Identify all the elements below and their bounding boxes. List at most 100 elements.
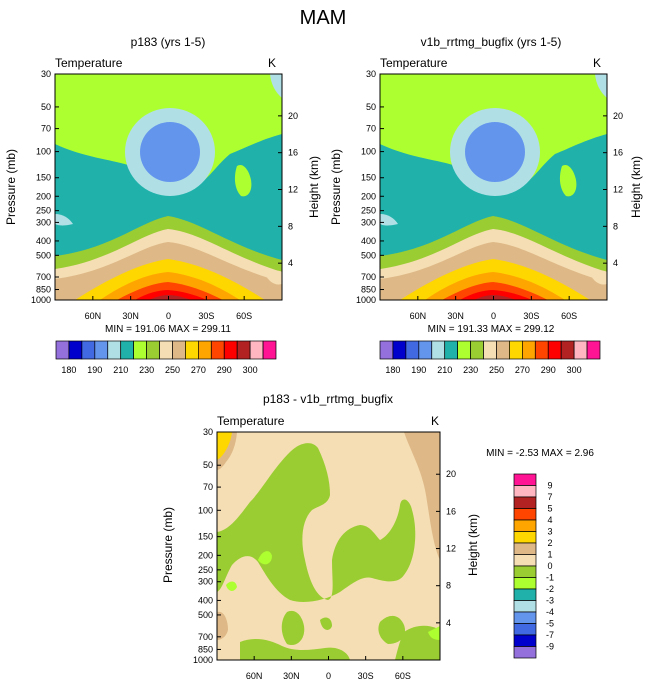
panel-1: p183 (yrs 1-5) Temperature K 30 50 70 100 15… bbox=[4, 35, 321, 375]
panel-3-contour-field bbox=[217, 432, 440, 660]
colorbar-label: 190 bbox=[87, 365, 102, 375]
panel-3-ylabel-right: Height (km) bbox=[466, 514, 480, 576]
colorbar-swatch bbox=[133, 340, 147, 360]
panel-3-title: p183 - v1b_rrtmg_bugfix bbox=[263, 392, 393, 406]
height-tick-label: 4 bbox=[613, 258, 618, 268]
pressure-tick-label: 850 bbox=[36, 285, 51, 295]
colorbar-label: 210 bbox=[113, 365, 128, 375]
pressure-tick-label: 1000 bbox=[356, 295, 376, 305]
panel-1-min-max: MIN = 191.06 MAX = 299.11 bbox=[105, 324, 231, 335]
colorbar-label: 250 bbox=[165, 365, 180, 375]
height-tick-label: 12 bbox=[613, 185, 623, 195]
colorbar-swatch bbox=[547, 340, 562, 360]
height-tick-label: 4 bbox=[446, 618, 451, 628]
panel-2-height-axis: 20 16 12 8 4 bbox=[603, 111, 623, 268]
pressure-tick-label: 100 bbox=[198, 505, 213, 515]
colorbar-swatch bbox=[513, 611, 537, 624]
colorbar-swatch bbox=[159, 340, 173, 360]
colorbar-label: 290 bbox=[217, 365, 232, 375]
colorbar-swatch bbox=[513, 508, 537, 521]
panel-3-min-max: MIN = -2.53 MAX = 2.96 bbox=[486, 448, 594, 459]
colorbar-label: 4 bbox=[547, 515, 552, 525]
height-tick-label: 16 bbox=[613, 148, 623, 158]
colorbar-label: 300 bbox=[243, 365, 258, 375]
colorbar-swatch bbox=[513, 473, 537, 486]
colorbar-swatch bbox=[120, 340, 134, 360]
colorbar-label: 230 bbox=[463, 365, 478, 375]
colorbar-label: 250 bbox=[489, 365, 504, 375]
colorbar-swatch bbox=[513, 519, 537, 532]
x-tick-label: 0 bbox=[326, 671, 331, 681]
colorbar-swatch bbox=[513, 496, 537, 509]
colorbar-swatch bbox=[249, 340, 264, 360]
pressure-tick-label: 500 bbox=[36, 250, 51, 260]
colorbar-swatch bbox=[68, 340, 83, 360]
colorbar-swatch bbox=[81, 340, 96, 360]
colorbar-label: 1 bbox=[547, 550, 552, 560]
colorbar-label: 230 bbox=[139, 365, 154, 375]
pressure-tick-label: 400 bbox=[198, 595, 213, 605]
x-tick-label: 30S bbox=[523, 311, 539, 321]
colorbar-swatch bbox=[185, 340, 199, 360]
colorbar-label: 9 bbox=[547, 481, 552, 491]
height-tick-label: 4 bbox=[288, 258, 293, 268]
pressure-tick-label: 850 bbox=[198, 644, 213, 654]
pressure-tick-label: 250 bbox=[361, 206, 376, 216]
colorbar-swatch bbox=[146, 340, 160, 360]
pressure-tick-label: 50 bbox=[203, 460, 213, 470]
colorbar-label: 290 bbox=[541, 365, 556, 375]
x-tick-label: 0 bbox=[491, 311, 496, 321]
pressure-tick-label: 400 bbox=[36, 236, 51, 246]
colorbar-swatch bbox=[236, 340, 251, 360]
panel-3-ylabel: Pressure (mb) bbox=[161, 507, 175, 583]
colorbar-label: 180 bbox=[385, 365, 400, 375]
figure-title: MAM bbox=[300, 7, 347, 29]
pressure-tick-label: 50 bbox=[366, 102, 376, 112]
colorbar-label: 300 bbox=[567, 365, 582, 375]
pressure-tick-label: 250 bbox=[198, 565, 213, 575]
height-tick-label: 12 bbox=[288, 185, 298, 195]
height-tick-label: 20 bbox=[446, 469, 456, 479]
x-tick-label: 0 bbox=[166, 311, 171, 321]
panel-1-colorbar: 180 190 210 230 250 270 290 300 bbox=[55, 340, 277, 375]
pressure-tick-label: 700 bbox=[361, 272, 376, 282]
panel-1-height-axis: 20 16 12 8 4 bbox=[278, 111, 298, 268]
colorbar-swatch bbox=[513, 485, 537, 498]
colorbar-swatch bbox=[431, 340, 446, 360]
colorbar-label: 0 bbox=[547, 561, 552, 571]
panel-1-ylabel: Pressure (mb) bbox=[4, 149, 18, 225]
pressure-tick-label: 250 bbox=[36, 206, 51, 216]
pressure-tick-label: 400 bbox=[361, 236, 376, 246]
pressure-tick-label: 70 bbox=[203, 482, 213, 492]
colorbar-swatch bbox=[405, 340, 420, 360]
colorbar-swatch bbox=[172, 340, 186, 360]
panel-3-left-label: Temperature bbox=[217, 414, 285, 428]
pressure-tick-label: 1000 bbox=[193, 655, 213, 665]
x-tick-label: 60N bbox=[85, 311, 102, 321]
colorbar-swatch bbox=[55, 340, 70, 360]
colorbar-swatch bbox=[496, 340, 510, 360]
pressure-tick-label: 100 bbox=[361, 147, 376, 157]
colorbar-swatch bbox=[198, 340, 212, 360]
panel-2: v1b_rrtmg_bugfix (yrs 1-5) Temperature K… bbox=[329, 35, 643, 375]
colorbar-swatch bbox=[513, 531, 537, 544]
pressure-tick-label: 300 bbox=[36, 217, 51, 227]
colorbar-swatch bbox=[262, 340, 277, 360]
panel-1-units: K bbox=[268, 56, 276, 70]
colorbar-label: 270 bbox=[191, 365, 206, 375]
colorbar-label: 180 bbox=[61, 365, 76, 375]
x-tick-label: 30N bbox=[447, 311, 464, 321]
panel-1-title: p183 (yrs 1-5) bbox=[131, 35, 206, 49]
x-tick-label: 30S bbox=[198, 311, 214, 321]
pressure-tick-label: 70 bbox=[366, 124, 376, 134]
colorbar-swatch bbox=[513, 542, 537, 555]
x-tick-label: 60S bbox=[236, 311, 252, 321]
panel-3-x-axis: 60N 30N 0 30S 60S bbox=[246, 656, 411, 681]
height-tick-label: 12 bbox=[446, 544, 456, 554]
colorbar-swatch bbox=[513, 600, 537, 613]
pressure-tick-label: 200 bbox=[198, 550, 213, 560]
pressure-tick-label: 150 bbox=[361, 173, 376, 183]
colorbar-label: 190 bbox=[411, 365, 426, 375]
